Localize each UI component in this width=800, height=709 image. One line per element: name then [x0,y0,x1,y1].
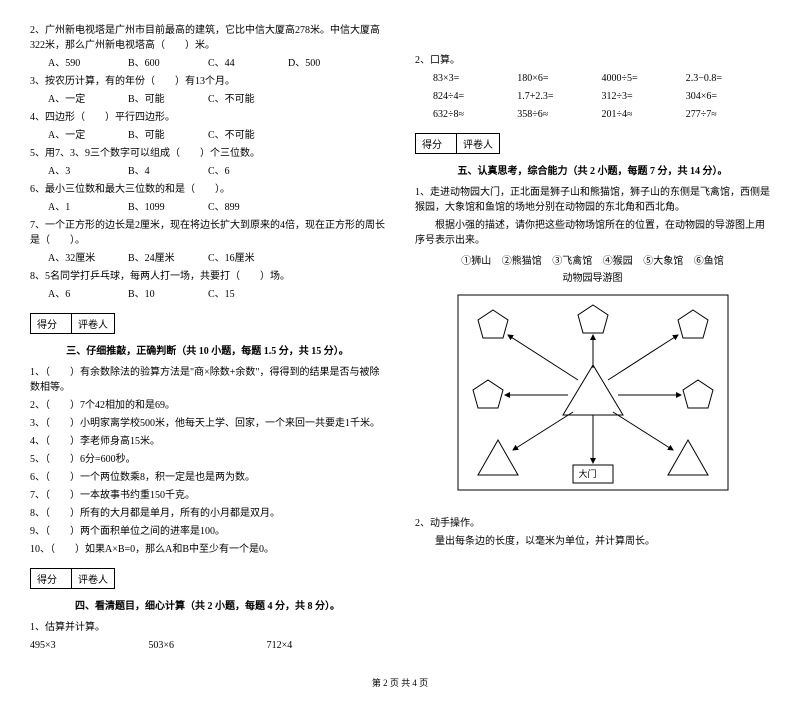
j1: 1、（ ）有余数除法的验算方法是"商×除数+余数"，得得到的结果是否与被除数相等… [30,365,385,395]
j9: 9、（ ）两个面积单位之间的进率是100。 [30,524,385,539]
left-column: 2、广州新电视塔是广州市目前最高的建筑，它比中信大厦高278米。中信大厦高322… [30,20,385,656]
r1a: 83×3= [433,71,517,86]
j10: 10、（ ）如果A×B=0，那么A和B中至少有一个是0。 [30,542,385,557]
q7-opt-c: C、16厘米 [208,251,288,266]
q4-opt-b: B、可能 [128,128,208,143]
q7-opts: A、32厘米 B、24厘米 C、16厘米 [30,251,385,266]
calc1-row: 495×3 503×6 712×4 [30,638,385,653]
j6: 6、（ ）一个两位数乘8，积一定是也是两为数。 [30,470,385,485]
scorebox-3: 得分 评卷人 [30,313,115,334]
scorebox-5-b: 评卷人 [457,134,499,153]
q2-opt-a: A、590 [48,56,128,71]
page-footer: 第 2 页 共 4 页 [30,676,770,689]
calc2-row2: 824÷4= 1.7+2.3= 312÷3= 304×6= [415,89,770,104]
calc1-b: 503×6 [148,638,266,653]
lg-d: ④猴园 [603,256,633,267]
calc2-row1: 83×3= 180×6= 4000÷5= 2.3−0.8= [415,71,770,86]
q7-text: 7、一个正方形的边长是2厘米，现在将边长扩大到原来的4倍，现在正方形的周长是（ … [30,218,385,248]
q7-opt-b: B、24厘米 [128,251,208,266]
calc2-row3: 632÷8≈ 358÷6≈ 201÷4≈ 277÷7≈ [415,107,770,122]
q5-opt-c: C、6 [208,164,288,179]
q5-opt-b: B、4 [128,164,208,179]
p2a: 2、动手操作。 [415,516,770,531]
q5-text: 5、用7、3、9三个数字可以组成（ ）个三位数。 [30,146,385,161]
q8-opt-c: C、15 [208,287,288,302]
gate-label: 大门 [579,467,597,480]
r3c: 201÷4≈ [602,107,686,122]
j3: 3、（ ）小明家离学校500米，他每天上学、回家，一个来回一共要走1千米。 [30,416,385,431]
scorebox-4-b: 评卷人 [72,569,114,588]
q8-opt-a: A、6 [48,287,128,302]
j7: 7、（ ）一本故事书约重150千克。 [30,488,385,503]
q5-opts: A、3 B、4 C、6 [30,164,385,179]
q2-opt-c: C、44 [208,56,288,71]
lg-f: ⑥鱼馆 [694,256,724,267]
q4-opt-a: A、一定 [48,128,128,143]
calc1-c: 712×4 [267,638,385,653]
lg-a: ①狮山 [461,256,491,267]
r1c: 4000÷5= [602,71,686,86]
sec3-title: 三、仔细推敲，正确判断（共 10 小题，每题 1.5 分，共 15 分）。 [30,342,385,357]
page: 2、广州新电视塔是广州市目前最高的建筑，它比中信大厦高278米。中信大厦高322… [30,20,770,656]
q3-text: 3、按农历计算，有的年份（ ）有13个月。 [30,74,385,89]
scorebox-3-a: 得分 [31,314,72,333]
scorebox-4: 得分 评卷人 [30,568,115,589]
r3d: 277÷7≈ [686,107,770,122]
q3-opt-c: C、不可能 [208,92,288,107]
lg-b: ②熊猫馆 [502,256,542,267]
r2c: 312÷3= [602,89,686,104]
calc2-label: 2、口算。 [415,53,770,68]
sec5-title: 五、认真思考，综合能力（共 2 小题，每题 7 分，共 14 分）。 [415,162,770,177]
j8: 8、（ ）所有的大月都是单月，所有的小月都是双月。 [30,506,385,521]
calc1-label: 1、估算并计算。 [30,620,385,635]
q2-opts: A、590 B、600 C、44 D、500 [30,56,385,71]
q6-opt-b: B、1099 [128,200,208,215]
r2d: 304×6= [686,89,770,104]
q8-text: 8、5名同学打乒乓球，每两人打一场，共要打（ ）场。 [30,269,385,284]
q4-opt-c: C、不可能 [208,128,288,143]
zoo-diagram: 大门 [453,290,733,510]
q6-text: 6、最小三位数和最大三位数的和是（ ）。 [30,182,385,197]
r3a: 632÷8≈ [433,107,517,122]
j2: 2、（ ）7个42相加的和是69。 [30,398,385,413]
q4-opts: A、一定 B、可能 C、不可能 [30,128,385,143]
q3-opt-a: A、一定 [48,92,128,107]
q7-opt-a: A、32厘米 [48,251,128,266]
calc1-a: 495×3 [30,638,148,653]
q8-opt-b: B、10 [128,287,208,302]
scorebox-5: 得分 评卷人 [415,133,500,154]
r1d: 2.3−0.8= [686,71,770,86]
right-column: 2、口算。 83×3= 180×6= 4000÷5= 2.3−0.8= 824÷… [415,20,770,656]
q3-opts: A、一定 B、可能 C、不可能 [30,92,385,107]
q5-opt-a: A、3 [48,164,128,179]
scorebox-5-a: 得分 [416,134,457,153]
q6-opt-a: A、1 [48,200,128,215]
r2a: 824÷4= [433,89,517,104]
p1a: 1、走进动物园大门，正北面是狮子山和熊猫馆，狮子山的东侧是飞禽馆，西侧是猴园，大… [415,185,770,215]
p1b: 根据小强的描述，请你把这些动物场馆所在的位置，在动物园的导游图上用序号表示出来。 [415,218,770,248]
r2b: 1.7+2.3= [517,89,601,104]
j5: 5、（ ）6分=600秒。 [30,452,385,467]
q3-opt-b: B、可能 [128,92,208,107]
q8-opts: A、6 B、10 C、15 [30,287,385,302]
sec4-title: 四、看清题目，细心计算（共 2 小题，每题 4 分，共 8 分）。 [30,597,385,612]
scorebox-3-b: 评卷人 [72,314,114,333]
legend: ①狮山 ②熊猫馆 ③飞禽馆 ④猴园 ⑤大象馆 ⑥鱼馆 [415,252,770,267]
q2-opt-b: B、600 [128,56,208,71]
scorebox-4-a: 得分 [31,569,72,588]
lg-e: ⑤大象馆 [643,256,683,267]
r1b: 180×6= [517,71,601,86]
j4: 4、（ ）李老师身高15米。 [30,434,385,449]
dg-title: 动物园导游图 [415,269,770,284]
q6-opt-c: C、899 [208,200,288,215]
q2-text: 2、广州新电视塔是广州市目前最高的建筑，它比中信大厦高278米。中信大厦高322… [30,23,385,53]
q2-opt-d: D、500 [288,56,368,71]
lg-c: ③飞禽馆 [552,256,592,267]
p2b: 量出每条边的长度，以毫米为单位，并计算周长。 [415,534,770,549]
q6-opts: A、1 B、1099 C、899 [30,200,385,215]
r3b: 358÷6≈ [517,107,601,122]
q4-text: 4、四边形（ ）平行四边形。 [30,110,385,125]
